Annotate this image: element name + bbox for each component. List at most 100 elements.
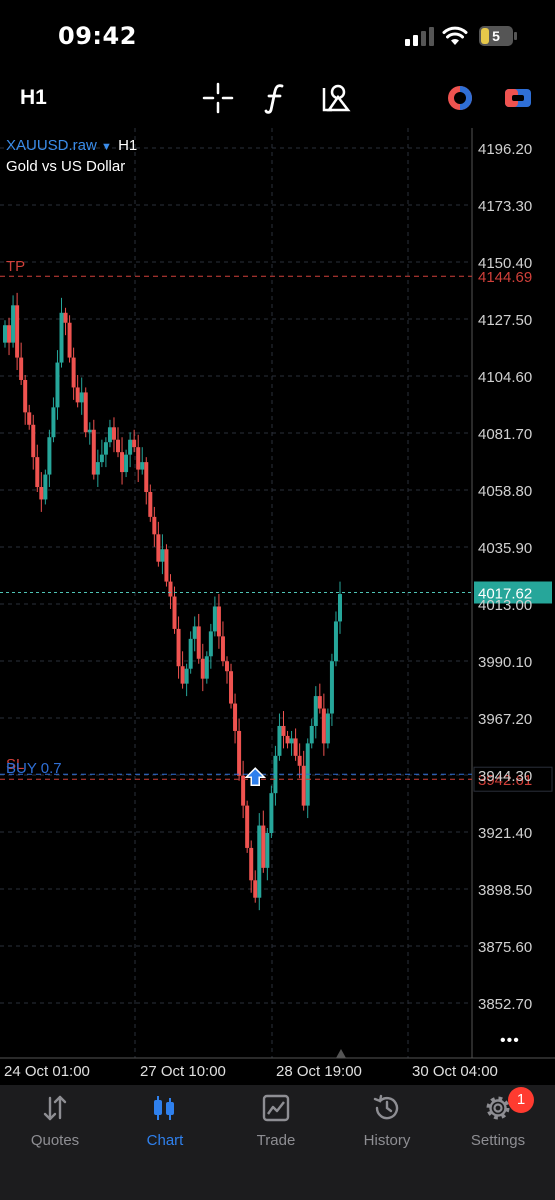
time-tick-label: 28 Oct 19:00 [276, 1063, 362, 1080]
candle-bullish [289, 738, 294, 744]
candle-bearish [321, 708, 326, 744]
candle-bearish [31, 424, 36, 458]
candle-bearish [91, 429, 96, 475]
candle-bullish [188, 638, 193, 669]
candle-bearish [116, 439, 121, 453]
candle-bearish [27, 412, 32, 425]
candle-bullish [313, 696, 318, 726]
candle-bullish [124, 454, 129, 473]
buy-label: BUY 0.7 [6, 760, 62, 777]
symbol-selector[interactable]: XAUUSD.raw ▼ H1 [6, 137, 137, 154]
one-click-trading-icon[interactable] [442, 80, 478, 116]
candle-bearish [253, 880, 258, 898]
buy-entry-arrow-icon [244, 767, 267, 786]
price-tick-label: 3990.10 [478, 654, 532, 671]
price-tick-label: 3898.50 [478, 882, 532, 899]
candle-bullish [309, 725, 314, 744]
tab-history[interactable]: History [332, 1085, 442, 1165]
battery-level: 5 [492, 28, 500, 44]
cellular-signal-icon [405, 27, 434, 46]
tab-label: Quotes [30, 1132, 80, 1149]
candle-bullish [140, 462, 145, 470]
crosshair-icon[interactable] [200, 80, 236, 116]
chart-grid [0, 128, 555, 1085]
tab-settings[interactable]: Settings [443, 1085, 553, 1165]
settings-badge: 1 [508, 1087, 534, 1113]
tab-chart[interactable]: Chart [110, 1085, 220, 1165]
candle-bullish [160, 549, 165, 562]
candle-bullish [257, 825, 262, 898]
candle-bearish [261, 825, 266, 868]
candle-bearish [200, 658, 205, 679]
candle-bearish [301, 765, 306, 806]
price-tick-label: 3921.40 [478, 825, 532, 842]
candle-bearish [172, 596, 177, 629]
price-tick-label: 4150.40 [478, 255, 532, 272]
price-axis: 4196.20 4173.30 4150.40 4127.50 4104.60 4081.… [478, 141, 532, 1013]
price-tick-label: 4035.90 [478, 540, 532, 557]
chart-background [0, 128, 555, 1085]
price-tick-label: 4127.50 [478, 312, 532, 329]
candle-bullish [212, 606, 217, 632]
candle-bearish [241, 775, 246, 806]
candle-bearish [63, 312, 68, 323]
candle-bearish [216, 606, 221, 637]
price-tick-label: 3875.60 [478, 939, 532, 956]
candle-bearish [152, 516, 157, 535]
price-tick-label: 4081.70 [478, 426, 532, 443]
candle-bearish [136, 447, 141, 470]
candle-bullish [184, 668, 189, 684]
scroll-marker-icon [336, 1049, 346, 1058]
trade-panel-icon[interactable] [500, 80, 536, 116]
candle-bearish [196, 626, 201, 659]
tab-quotes[interactable]: Quotes [0, 1085, 110, 1165]
candle-bearish [75, 387, 80, 403]
candle-bullish [3, 325, 7, 343]
time-axis: 24 Oct 01:00 27 Oct 10:00 28 Oct 19:00 30 O… [4, 1049, 498, 1080]
candle-bullish [43, 474, 48, 500]
tab-label: History [363, 1132, 411, 1149]
tab-trade[interactable]: Trade [221, 1085, 331, 1165]
tp-price-label: 4144.69 [478, 269, 532, 286]
candle-bullish [79, 392, 84, 403]
candle-bullish [325, 713, 330, 744]
candle-bearish [144, 462, 149, 492]
sl-price-box [473, 766, 553, 792]
candle-bearish [237, 730, 242, 776]
candle-bearish [168, 581, 173, 597]
objects-icon[interactable] [318, 80, 354, 116]
candle-bearish [132, 439, 137, 448]
candle-bullish [59, 312, 64, 363]
candle-bullish [103, 442, 108, 455]
tab-label: Trade [256, 1132, 296, 1149]
candle-bullish [273, 755, 278, 794]
candle-bearish [35, 457, 40, 488]
symbol-dropdown-icon: ▼ [101, 141, 112, 153]
trade-icon [262, 1094, 290, 1122]
status-bar: 09:42 5 [0, 0, 555, 70]
time-tick-label: 24 Oct 01:00 [4, 1063, 90, 1080]
candle-bullish [192, 626, 197, 639]
candle-bearish [285, 735, 290, 744]
home-area [0, 1166, 555, 1200]
candle-bullish [87, 429, 92, 433]
price-tick-label: 3967.20 [478, 711, 532, 728]
candle-bearish [120, 452, 125, 473]
candle-bearish [245, 805, 250, 848]
candle-bearish [39, 487, 44, 500]
indicators-icon[interactable] [258, 80, 294, 116]
candle-bearish [220, 636, 225, 662]
candle-bearish [249, 847, 254, 881]
quotes-icon [43, 1095, 67, 1121]
price-tick-label: 4173.30 [478, 198, 532, 215]
timeframe-button[interactable]: H1 [20, 86, 47, 109]
candle-bearish [229, 671, 234, 704]
candle-bearish [23, 379, 28, 413]
candle-bullish [99, 454, 104, 463]
candles [3, 292, 342, 911]
candle-bullish [55, 362, 60, 408]
candle-bullish [329, 661, 334, 714]
candle-bullish [338, 594, 342, 622]
